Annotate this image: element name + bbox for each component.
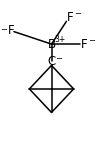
Text: F: F: [67, 11, 74, 24]
Text: −: −: [55, 54, 62, 63]
Text: F: F: [81, 38, 88, 51]
Text: −: −: [0, 25, 7, 34]
Text: −: −: [88, 36, 95, 45]
Text: C: C: [47, 55, 56, 68]
Text: B: B: [47, 38, 56, 51]
Text: F: F: [8, 24, 15, 37]
Text: −: −: [74, 9, 81, 19]
Text: 3+: 3+: [54, 35, 65, 45]
